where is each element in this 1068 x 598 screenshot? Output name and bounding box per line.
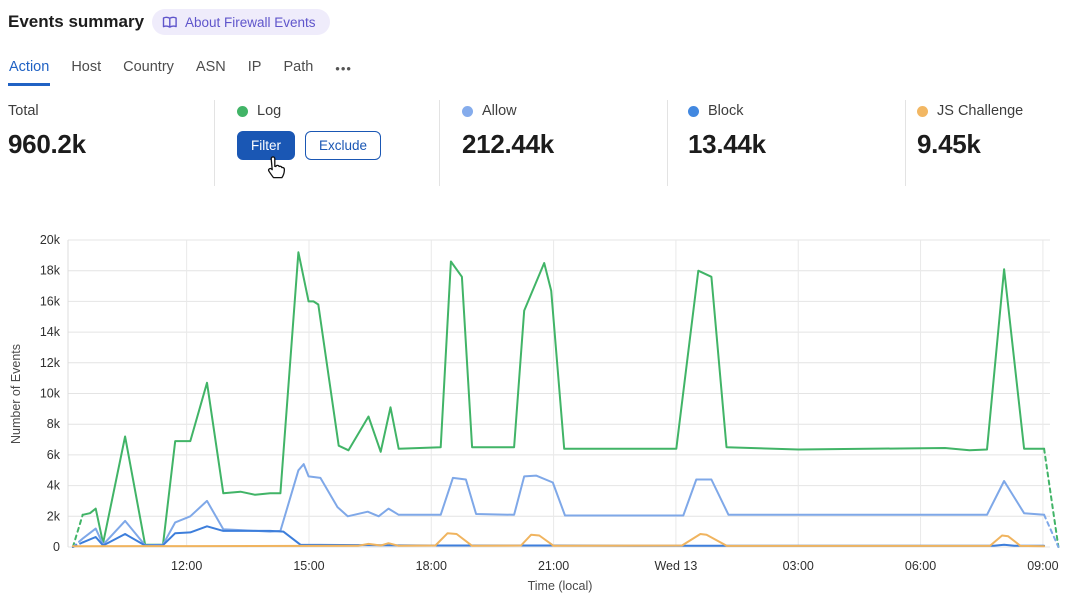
js-challenge-series-dot: [917, 105, 928, 117]
y-tick-label: 8k: [47, 417, 61, 431]
exclude-button[interactable]: Exclude: [305, 131, 382, 160]
divider: [905, 100, 906, 186]
x-tick-label: Wed 13: [654, 559, 697, 573]
stat-block-value: 13.44k: [688, 129, 766, 159]
x-tick-label: 18:00: [416, 559, 447, 573]
stat-log[interactable]: Log Filter Exclude: [237, 103, 382, 160]
divider: [439, 100, 440, 186]
series-log-line: [81, 251, 1046, 546]
stat-js-challenge[interactable]: JS Challenge 9.45k: [917, 103, 1023, 160]
series-log-line-start-dashed: [71, 513, 84, 548]
x-tick-label: 03:00: [783, 559, 814, 573]
block-series-dot: [688, 105, 699, 117]
stat-allow[interactable]: Allow 212.44k: [462, 103, 554, 160]
tab-host[interactable]: Host: [71, 59, 102, 75]
tab-path[interactable]: Path: [283, 59, 314, 75]
filter-button[interactable]: Filter: [237, 131, 295, 160]
tabs-more-button[interactable]: •••: [335, 61, 352, 76]
events-time-series-chart[interactable]: 0 2k 4k 6k 8k 10k 12k 14k 16k 18k 20k 12:00 15:00 18:…: [0, 230, 1068, 598]
stat-total-label: Total: [8, 103, 39, 119]
group-by-tabs: Action Host Country ASN IP Path •••: [8, 57, 353, 86]
x-tick-label: 12:00: [171, 559, 202, 573]
divider: [214, 100, 215, 186]
y-tick-label: 6k: [47, 448, 61, 462]
y-tick-label: 12k: [40, 356, 61, 370]
series-js-challenge-line: [71, 532, 1046, 548]
tab-asn[interactable]: ASN: [195, 59, 226, 75]
tab-country[interactable]: Country: [123, 59, 174, 75]
y-tick-label: 10k: [40, 387, 61, 401]
about-firewall-events-link[interactable]: About Firewall Events: [152, 9, 330, 35]
x-tick-label: 06:00: [905, 559, 936, 573]
y-tick-label: 16k: [40, 294, 61, 308]
stat-total: Total 960.2k: [8, 103, 86, 160]
x-tick-label: 21:00: [538, 559, 569, 573]
y-tick-label: 20k: [40, 233, 61, 247]
log-series-dot: [237, 105, 248, 117]
y-tick-label: 0: [53, 540, 60, 554]
tab-ip[interactable]: IP: [247, 59, 262, 75]
stat-allow-value: 212.44k: [462, 129, 554, 159]
book-open-icon: [162, 16, 177, 28]
allow-series-dot: [462, 105, 473, 117]
cursor-pointer-icon: [267, 156, 286, 179]
divider: [667, 100, 668, 186]
tab-action[interactable]: Action: [8, 57, 51, 86]
y-tick-label: 4k: [47, 479, 61, 493]
x-tick-label: 09:00: [1027, 559, 1058, 573]
series-log-line-end-dashed: [1043, 447, 1060, 548]
page-title: Events summary: [8, 12, 145, 31]
y-axis-title: Number of Events: [9, 344, 23, 444]
y-tick-label: 14k: [40, 325, 61, 339]
stat-js-challenge-label: JS Challenge: [937, 103, 1024, 119]
stat-allow-label: Allow: [482, 103, 517, 119]
stat-total-value: 960.2k: [8, 129, 86, 159]
stat-block[interactable]: Block 13.44k: [688, 103, 766, 160]
x-axis-title: Time (local): [528, 579, 593, 593]
stat-js-challenge-value: 9.45k: [917, 129, 981, 159]
series-allow-line: [81, 463, 1046, 547]
y-tick-label: 18k: [40, 264, 61, 278]
about-badge-label: About Firewall Events: [185, 14, 316, 30]
series-allow-line-end-dashed: [1043, 513, 1060, 548]
y-tick-label: 2k: [47, 509, 61, 523]
stat-block-label: Block: [708, 103, 744, 119]
stat-log-label: Log: [257, 103, 282, 119]
x-tick-label: 15:00: [293, 559, 324, 573]
